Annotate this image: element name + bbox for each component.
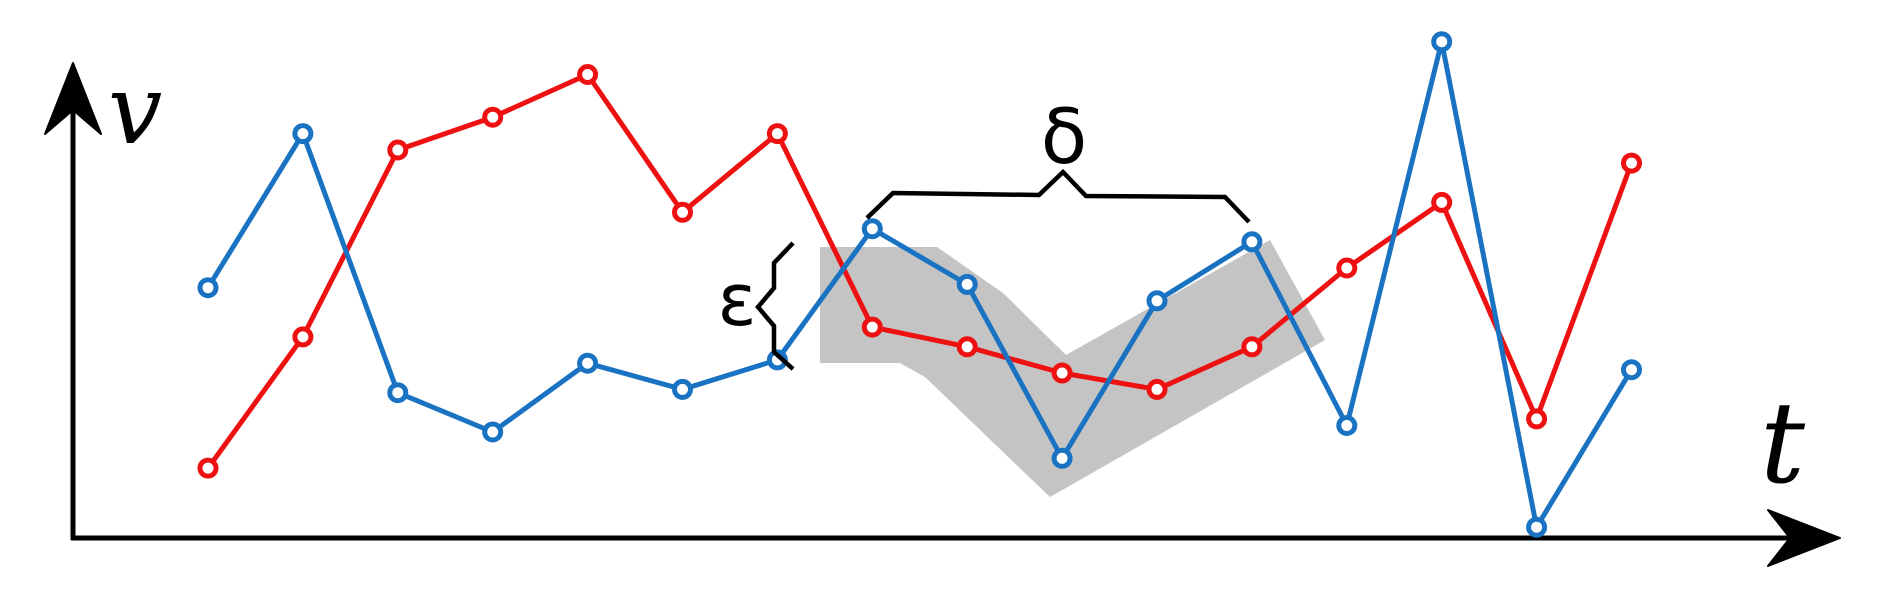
series-layer [197,31,1642,538]
epsilon-label: ε [718,258,757,342]
x-axis-arrow [1767,509,1841,567]
epsilon-brace [755,241,795,371]
blue-series-point [1146,290,1168,312]
red-series-point [956,336,978,358]
y-axis-label: v [108,54,162,166]
blue-series-point [387,382,409,404]
y-axis-arrow [44,62,102,135]
red-series-point [1336,257,1358,279]
blue-series-point [861,218,883,240]
tolerance-region [820,240,1325,497]
red-series-point [1241,336,1263,358]
delta-label: δ [1041,92,1088,181]
axes [44,62,1841,567]
blue-series-point [197,277,219,299]
red-series-point [577,64,599,85]
red-series-point [292,326,314,348]
blue-series-point [1431,31,1453,53]
blue-series-line [205,39,1634,530]
blue-series-point [1621,359,1642,381]
red-series-point [766,123,788,145]
blue-series-point [482,421,504,443]
red-series-point [1526,408,1548,430]
blue-series-point [956,273,978,295]
blue-series-point [672,378,693,400]
blue-series-point [1241,231,1263,253]
x-axis-label: t [1760,379,1806,509]
blue-series-point [292,123,314,145]
blue-series-point [1336,415,1358,436]
red-series-point [1051,362,1073,384]
red-series-point [197,457,219,479]
red-series-point [672,201,693,223]
blue-series-point [1051,447,1073,469]
delta-brace [865,168,1251,224]
red-series-point [1621,152,1642,174]
blue-series-point [1526,516,1548,538]
blue-series-point [577,352,599,374]
red-series-point [861,316,883,338]
red-series-point [1431,191,1453,213]
red-series-point [387,139,409,161]
red-series-point [482,106,504,128]
red-series-point [1146,378,1168,400]
